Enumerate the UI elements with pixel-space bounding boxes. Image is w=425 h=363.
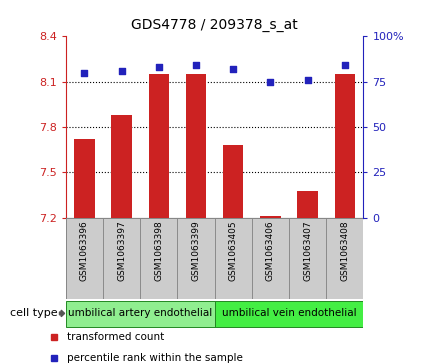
Bar: [326, 218, 363, 299]
Bar: [140, 218, 178, 299]
Point: [304, 77, 311, 83]
Point: [267, 79, 274, 85]
Point: [230, 66, 237, 72]
Bar: [149, 74, 169, 218]
Bar: [260, 216, 281, 218]
Bar: [334, 74, 355, 218]
Text: GSM1063396: GSM1063396: [80, 220, 89, 281]
Text: GSM1063406: GSM1063406: [266, 220, 275, 281]
Bar: [66, 218, 103, 299]
Point: [81, 70, 88, 76]
Bar: [186, 74, 206, 218]
Text: GSM1063405: GSM1063405: [229, 220, 238, 281]
Bar: [223, 145, 244, 218]
Text: transformed count: transformed count: [67, 332, 164, 342]
Bar: [66, 301, 215, 327]
Text: percentile rank within the sample: percentile rank within the sample: [67, 353, 243, 363]
Text: cell type: cell type: [10, 309, 57, 318]
Point: [193, 62, 199, 68]
Point: [156, 64, 162, 70]
Bar: [178, 218, 215, 299]
Bar: [215, 218, 252, 299]
Bar: [298, 191, 318, 218]
Text: GSM1063397: GSM1063397: [117, 220, 126, 281]
Text: GSM1063407: GSM1063407: [303, 220, 312, 281]
Title: GDS4778 / 209378_s_at: GDS4778 / 209378_s_at: [131, 19, 298, 33]
Bar: [289, 218, 326, 299]
Bar: [215, 301, 363, 327]
Text: GSM1063408: GSM1063408: [340, 220, 349, 281]
Point: [341, 62, 348, 68]
Bar: [252, 218, 289, 299]
Bar: [111, 115, 132, 218]
Text: GSM1063398: GSM1063398: [154, 220, 163, 281]
Text: umbilical vein endothelial: umbilical vein endothelial: [222, 309, 356, 318]
Text: umbilical artery endothelial: umbilical artery endothelial: [68, 309, 212, 318]
Bar: [74, 139, 95, 218]
Bar: [103, 218, 140, 299]
Point: [118, 68, 125, 74]
Text: GSM1063399: GSM1063399: [192, 220, 201, 281]
